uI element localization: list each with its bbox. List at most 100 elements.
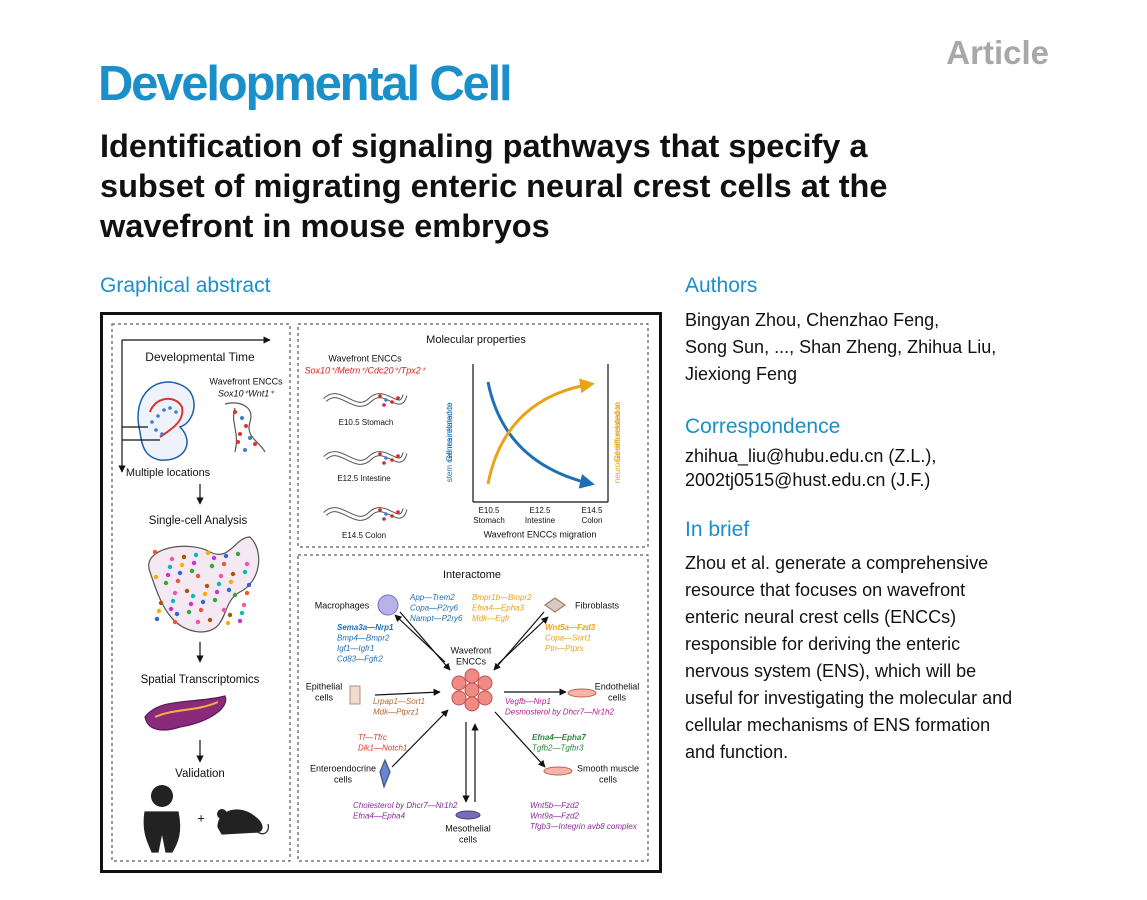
figure-label: Cd83—Fgfr2 <box>337 655 383 664</box>
cell-dot <box>226 587 232 593</box>
text-line: zhihua_liu@hubu.edu.cn (Z.L.), <box>685 446 937 466</box>
text-line: 2002tj0515@hust.edu.cn (J.F.) <box>685 470 931 490</box>
figure-label: Ptn—Ptprs <box>545 644 584 653</box>
figure-label: Intestine <box>525 516 556 525</box>
cell-dot <box>177 570 183 576</box>
figure-label: Molecular properties <box>426 334 526 346</box>
figure-label: Vegfb—Nrp1 <box>505 697 551 706</box>
cell-dot <box>186 609 192 615</box>
text-line: useful for investigating the molecular a… <box>685 688 1013 708</box>
cell-dot <box>207 617 213 623</box>
embryo <box>137 381 195 461</box>
title-line: Identification of signaling pathways tha… <box>100 128 868 164</box>
cell-dot <box>218 573 224 579</box>
arrow <box>394 614 446 663</box>
cell-dot <box>184 588 190 594</box>
encc-cell <box>464 668 480 684</box>
figure-label: Copa—Sort1 <box>545 634 591 643</box>
figure-frame <box>100 312 662 873</box>
text-line: Bingyan Zhou, Chenzhao Feng, <box>685 310 940 330</box>
cell-dot <box>382 461 386 465</box>
cell-dot <box>227 612 233 618</box>
cell-dot <box>170 598 176 604</box>
figure-label: Tfgb3—Integrin avb8 complex <box>530 822 638 831</box>
cell-dot <box>382 517 386 521</box>
cell-dot <box>150 420 154 424</box>
text-line: and function. <box>685 742 789 762</box>
figure-label: Mdk—Ptprz1 <box>373 708 419 717</box>
figure-label: E14.5 <box>582 506 603 515</box>
cell-dot <box>169 556 175 562</box>
figure-label: Efna4—Epha4 <box>353 812 406 821</box>
cell-dot <box>243 448 247 452</box>
text-line: resource that focuses on wavefront <box>685 580 966 600</box>
cell-dot <box>382 403 386 407</box>
figure-label: Desmosterol by Dhcr7—Nr1h2 <box>505 708 614 717</box>
cell-dot <box>232 592 238 598</box>
panel-frame <box>111 323 291 862</box>
figure-label: Spatial Transcriptomics <box>141 674 260 686</box>
mesothelial-cell <box>455 810 481 820</box>
figure-label: Dlk1—Notch1 <box>358 744 407 753</box>
figure-label: Bmpr1b—Bmpr2 <box>472 593 532 602</box>
cell-dot <box>384 456 388 460</box>
text-line: responsible for deriving the enteric <box>685 634 961 654</box>
cell-dot <box>189 568 195 574</box>
cell-dot <box>167 564 173 570</box>
human-icon <box>143 811 181 853</box>
figure-label: cells <box>459 834 478 844</box>
cell-dot <box>396 396 400 400</box>
figure-label: cells <box>315 692 334 702</box>
epithelial-cell <box>349 685 361 705</box>
cell-dot <box>179 562 185 568</box>
endothelial-cell <box>567 688 597 698</box>
cell-dot <box>241 602 247 608</box>
figure-label: Nampt—P2ry6 <box>410 614 463 623</box>
figure-label: Fibroblasts <box>575 600 620 610</box>
figure-label: Sox10⁺Wnt1⁺ <box>218 388 275 398</box>
cell-dot <box>378 452 382 456</box>
title-line: subset of migrating enteric neural crest… <box>100 168 888 204</box>
cell-dot <box>236 440 240 444</box>
figure-label: Bmp4—Bmpr2 <box>337 634 390 643</box>
figure-label: Colon <box>582 516 603 525</box>
figure-label: + <box>197 810 205 825</box>
cell-dot <box>239 610 245 616</box>
human-icon <box>151 785 173 807</box>
figure-label: Mdk—Egfr <box>472 614 510 623</box>
figure-label: Enteroendocrine <box>310 763 376 773</box>
title-line: wavefront in mouse embryos <box>100 208 550 244</box>
figure-label: E14.5 Colon <box>342 531 386 540</box>
cell-dot <box>211 555 217 561</box>
encc-cell <box>464 696 480 712</box>
panel-frame <box>297 323 649 548</box>
arrow <box>391 709 449 768</box>
figure-label: Genes related to <box>445 402 454 462</box>
cell-dot <box>200 599 206 605</box>
cell-dot <box>390 458 394 462</box>
figure-label: Epithelial <box>306 681 343 691</box>
cell-dot <box>153 574 159 580</box>
text-line: nervous system (ENS), which will be <box>685 661 977 681</box>
figure-label: Tf—Tfrc <box>358 733 387 742</box>
cell-dot <box>228 579 234 585</box>
figure-label: Wnt5a—Fzd3 <box>545 623 596 632</box>
cell-dot <box>158 600 164 606</box>
cell-dot <box>202 591 208 597</box>
trend-curve <box>486 381 595 489</box>
cell-dot <box>174 611 180 617</box>
figure-label: Copa—P2ry6 <box>410 604 459 613</box>
figure-label: Wnt9a—Fzd2 <box>530 812 579 821</box>
figure-label: Efna4—Epha3 <box>472 604 525 613</box>
cell-dot <box>246 582 252 588</box>
cell-dot <box>168 606 174 612</box>
arrow <box>374 688 441 696</box>
figure-label: Sox10⁺/Metrn⁺/Cdc20⁺/Tpx2⁺ <box>304 365 426 375</box>
figure-label: Smooth muscle <box>577 763 639 773</box>
cell-dot <box>244 590 250 596</box>
figure-label: Sema3a—Nrp1 <box>337 623 394 632</box>
figure-label: Interactome <box>443 569 501 581</box>
panel-frame <box>297 554 649 862</box>
cell-dot <box>238 432 242 436</box>
figure-label: Developmental Time <box>145 350 255 364</box>
